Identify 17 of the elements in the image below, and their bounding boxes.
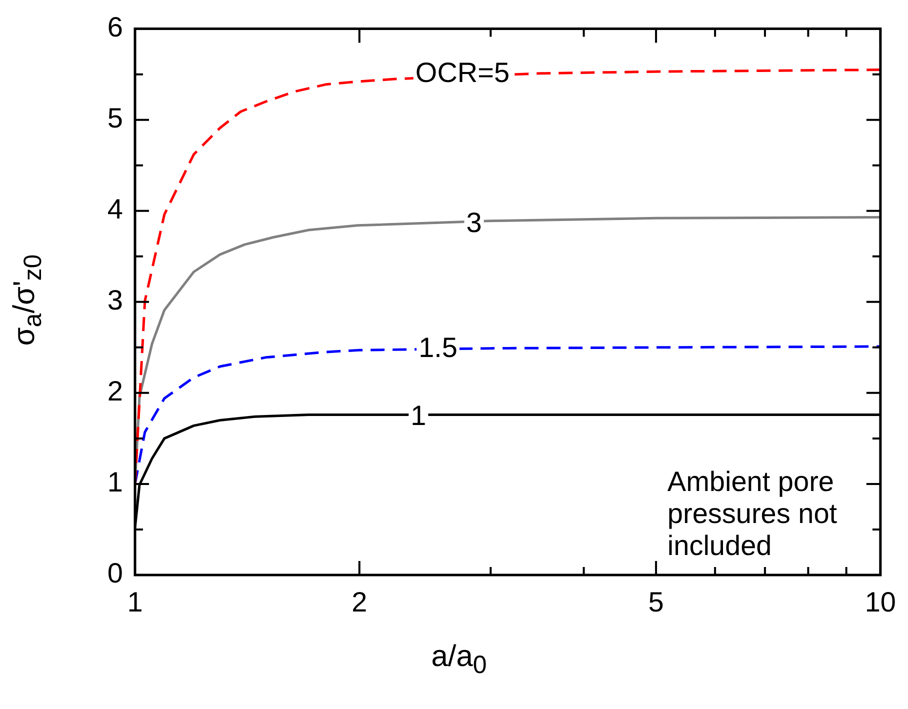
y-tick-label: 5 xyxy=(107,102,123,134)
x-axis-title: a/a$_{0}$ xyxy=(431,640,487,680)
x-tick-label: 1 xyxy=(127,586,143,618)
annotation: OCR=5 xyxy=(415,57,510,88)
x-tick-label: 5 xyxy=(648,586,664,618)
annotation: 1.5 xyxy=(418,332,458,363)
annotation: 3 xyxy=(466,207,482,238)
x-tick-label: 2 xyxy=(352,586,368,618)
y-tick-label: 3 xyxy=(107,284,123,316)
x-tick-label: 10 xyxy=(864,586,896,618)
y-tick-label: 6 xyxy=(107,12,123,43)
y-tick-label: 1 xyxy=(107,466,123,498)
annotation: Ambient pore pressures not included xyxy=(667,466,838,563)
y-tick-label: 0 xyxy=(107,558,123,589)
annotation: 1 xyxy=(410,400,426,432)
y-tick-label: 4 xyxy=(107,194,123,225)
y-tick-label: 2 xyxy=(107,376,123,407)
